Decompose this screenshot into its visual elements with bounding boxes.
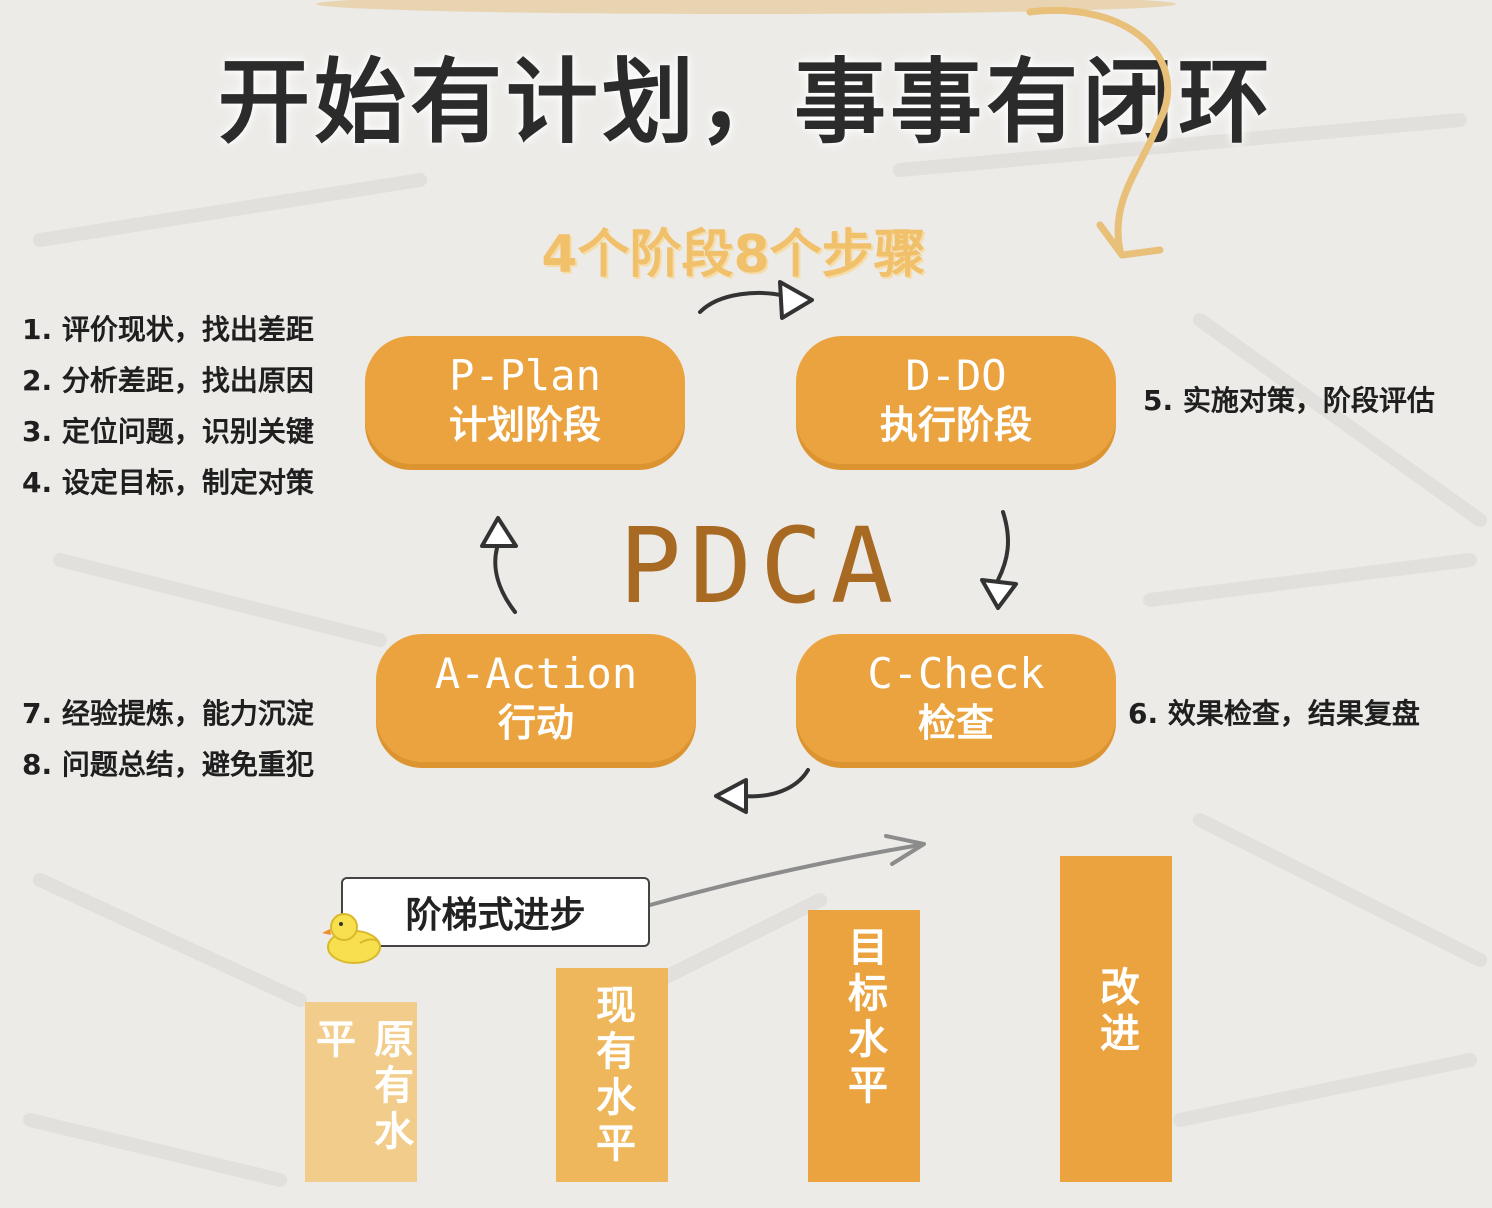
plan-steps: 1. 评价现状，找出差距 2. 分析差距，找出原因 3. 定位问题，识别关键 4… [22, 304, 314, 508]
phase-do-code: D-DO [905, 351, 1007, 400]
page-title: 开始有计划，事事有闭环 [217, 49, 1274, 156]
action-steps: 7. 经验提炼，能力沉淀 8. 问题总结，避免重犯 [22, 688, 314, 790]
phase-action-label: 行动 [497, 701, 574, 745]
phase-check-label: 检查 [917, 701, 994, 745]
phase-action: A-Action 行动 [376, 634, 696, 762]
list-item: 5. 实施对策，阶段评估 [1143, 384, 1435, 417]
phase-do-label: 执行阶段 [879, 403, 1032, 447]
phase-plan: P-Plan 计划阶段 [365, 336, 685, 464]
phase-check-code: C-Check [867, 649, 1045, 698]
subtitle: 4个阶段8个步骤 [541, 225, 926, 285]
list-item: 3. 定位问题，识别关键 [22, 415, 314, 448]
duck-icon [322, 913, 381, 964]
ladder-bar-improve: 改进 [1060, 856, 1172, 1182]
pdca-label: PDCA [618, 505, 902, 627]
phase-do: D-DO 执行阶段 [796, 336, 1116, 464]
ladder-bar-current: 现有水平 [556, 968, 668, 1182]
phase-check: C-Check 检查 [796, 634, 1116, 762]
phase-plan-code: P-Plan [449, 351, 601, 400]
list-item: 1. 评价现状，找出差距 [22, 313, 314, 346]
list-item: 4. 设定目标，制定对策 [22, 466, 314, 499]
check-steps: 6. 效果检查，结果复盘 [1128, 688, 1420, 739]
list-item: 2. 分析差距，找出原因 [22, 364, 314, 397]
ladder-label-box: 阶梯式进步 [341, 877, 650, 947]
phase-action-code: A-Action [434, 649, 638, 698]
phase-plan-label: 计划阶段 [448, 403, 601, 447]
do-steps: 5. 实施对策，阶段评估 [1143, 375, 1435, 426]
list-item: 7. 经验提炼，能力沉淀 [22, 697, 314, 730]
list-item: 6. 效果检查，结果复盘 [1128, 697, 1420, 730]
ladder-label: 阶梯式进步 [405, 895, 586, 936]
list-item: 8. 问题总结，避免重犯 [22, 748, 314, 781]
ladder-bar-target: 目标水平 [808, 910, 920, 1182]
ladder-bar-original: 原有水平 [305, 1002, 417, 1182]
